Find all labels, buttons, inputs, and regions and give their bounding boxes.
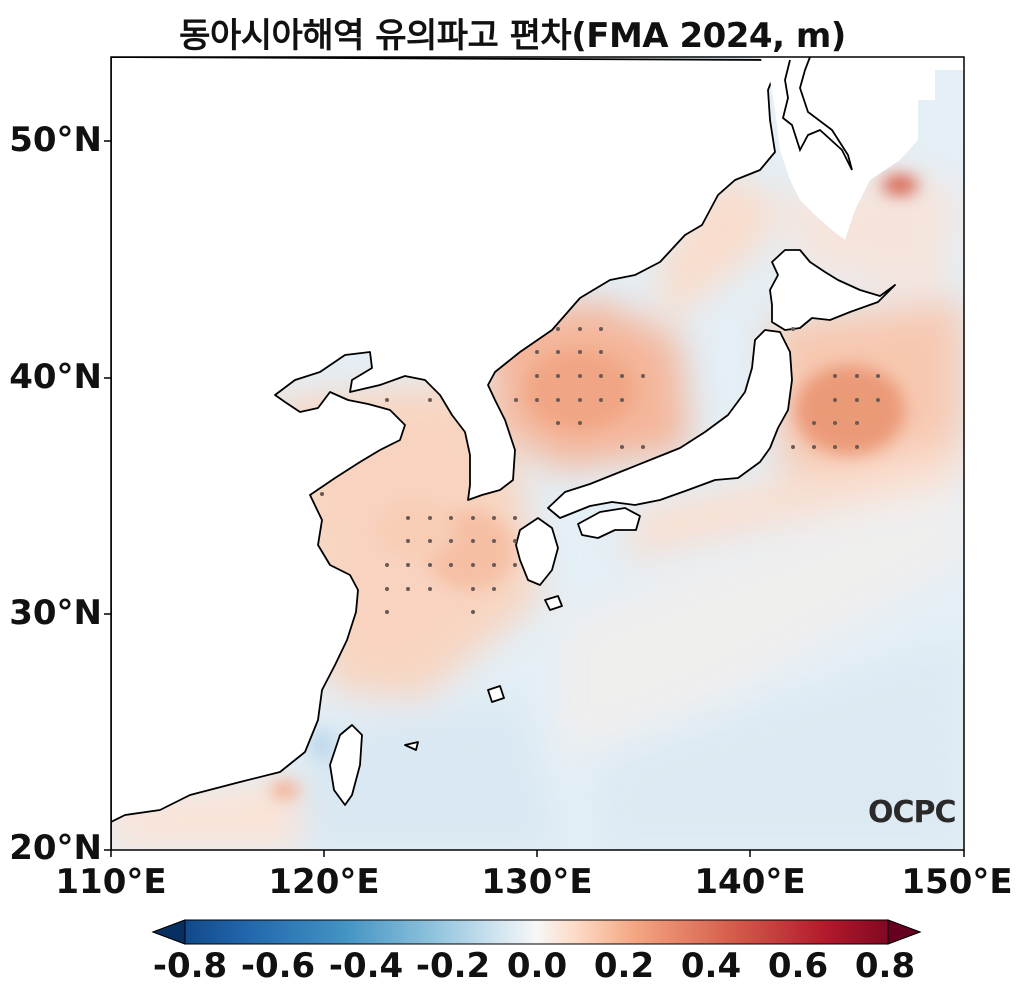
y-tick-label: 50°N xyxy=(9,120,102,160)
colorbar-tick-label: -0.2 xyxy=(415,946,491,986)
colorbar-tick-label: -0.8 xyxy=(152,946,228,986)
x-tick-label: 130°E xyxy=(481,862,593,902)
colorbar-tick-label: 0.6 xyxy=(767,946,829,986)
y-tick-label: 40°N xyxy=(9,357,102,397)
colorbar-tick-label: 0.0 xyxy=(506,946,568,986)
x-tick-label: 120°E xyxy=(268,862,380,902)
x-tick-label: 140°E xyxy=(694,862,806,902)
colorbar-tick-label: 0.8 xyxy=(854,946,916,986)
map-title: 동아시아해역 유의파고 편차(FMA 2024, m) xyxy=(179,16,846,56)
x-tick-label: 110°E xyxy=(55,862,167,902)
axis-ticks xyxy=(104,140,965,857)
significance-dots xyxy=(320,327,880,614)
ocpc-logo: OCPC xyxy=(868,795,957,830)
x-tick-label: 150°E xyxy=(901,862,1013,902)
colorbar xyxy=(151,919,922,945)
map-frame-content xyxy=(111,57,964,850)
colorbar-tick-label: -0.4 xyxy=(328,946,404,986)
colorbar-tick-label: 0.4 xyxy=(680,946,742,986)
colorbar-tick-label: 0.2 xyxy=(593,946,655,986)
colorbar-tick-label: -0.6 xyxy=(240,946,316,986)
y-tick-label: 20°N xyxy=(9,828,102,868)
y-tick-label: 30°N xyxy=(9,593,102,633)
